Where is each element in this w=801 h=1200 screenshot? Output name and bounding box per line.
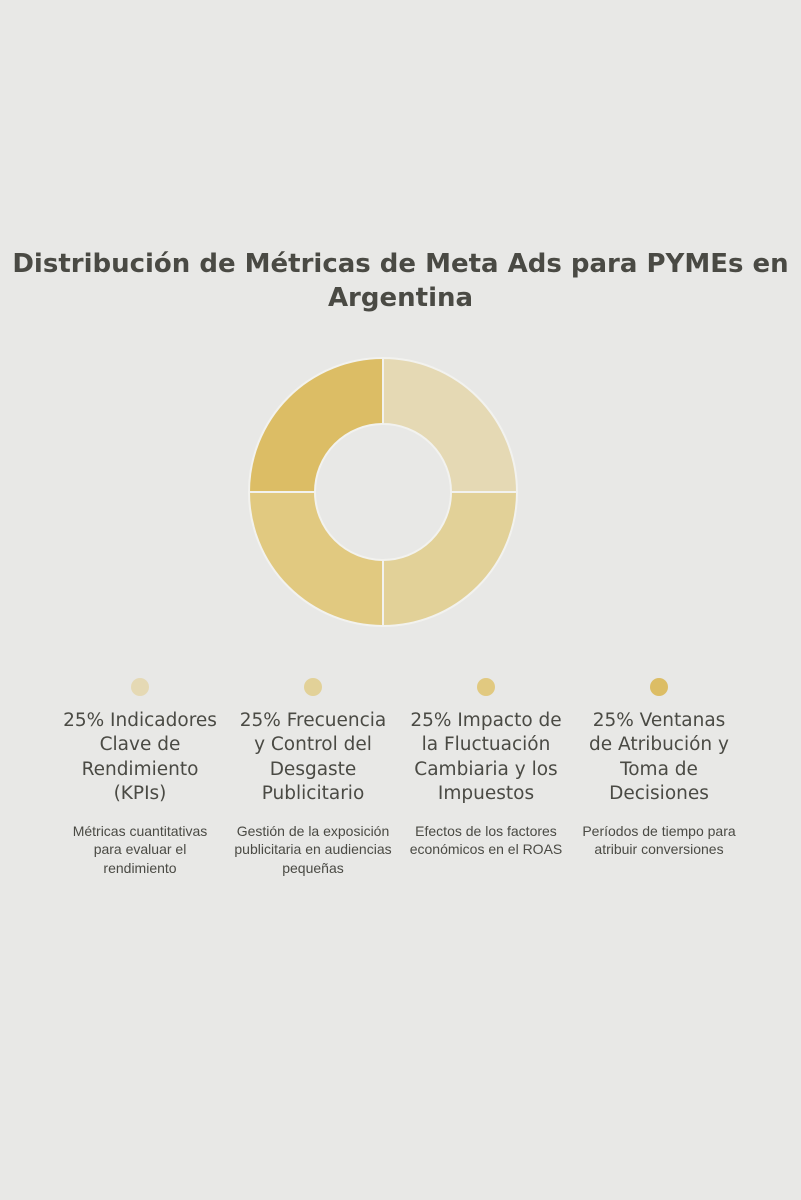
legend-item-2: 25% Frecuencia y Control del Desgaste Pu… <box>233 678 393 877</box>
legend-description: Gestión de la exposición publicitaria en… <box>234 823 392 876</box>
legend-label: 25% Indicadores Clave de Rendimiento (KP… <box>63 710 217 804</box>
donut-slice-1 <box>382 356 519 493</box>
legend-label: 25% Frecuencia y Control del Desgaste Pu… <box>239 710 387 804</box>
legend-description: Períodos de tiempo para atribuir convers… <box>582 823 736 858</box>
donut-slice-4 <box>247 356 384 493</box>
legend-swatch <box>131 678 149 696</box>
legend-item-3: 25% Impacto de la Fluctuación Cambiaria … <box>406 678 566 859</box>
legend-item-1: 25% Indicadores Clave de Rendimiento (KP… <box>60 678 220 877</box>
donut-slice-3 <box>247 491 384 628</box>
donut-slice-2 <box>382 491 519 628</box>
legend-swatch <box>477 678 495 696</box>
legend-label: 25% Ventanas de Atribución y Toma de Dec… <box>589 710 729 804</box>
legend-swatch <box>650 678 668 696</box>
legend-description: Efectos de los factores económicos en el… <box>409 823 563 858</box>
legend-item-4: 25% Ventanas de Atribución y Toma de Dec… <box>579 678 739 859</box>
legend-label: 25% Impacto de la Fluctuación Cambiaria … <box>410 710 562 804</box>
legend-swatch <box>304 678 322 696</box>
chart-title: Distribución de Métricas de Meta Ads par… <box>12 249 789 313</box>
legend-description: Métricas cuantitativas para evaluar el r… <box>72 823 208 876</box>
